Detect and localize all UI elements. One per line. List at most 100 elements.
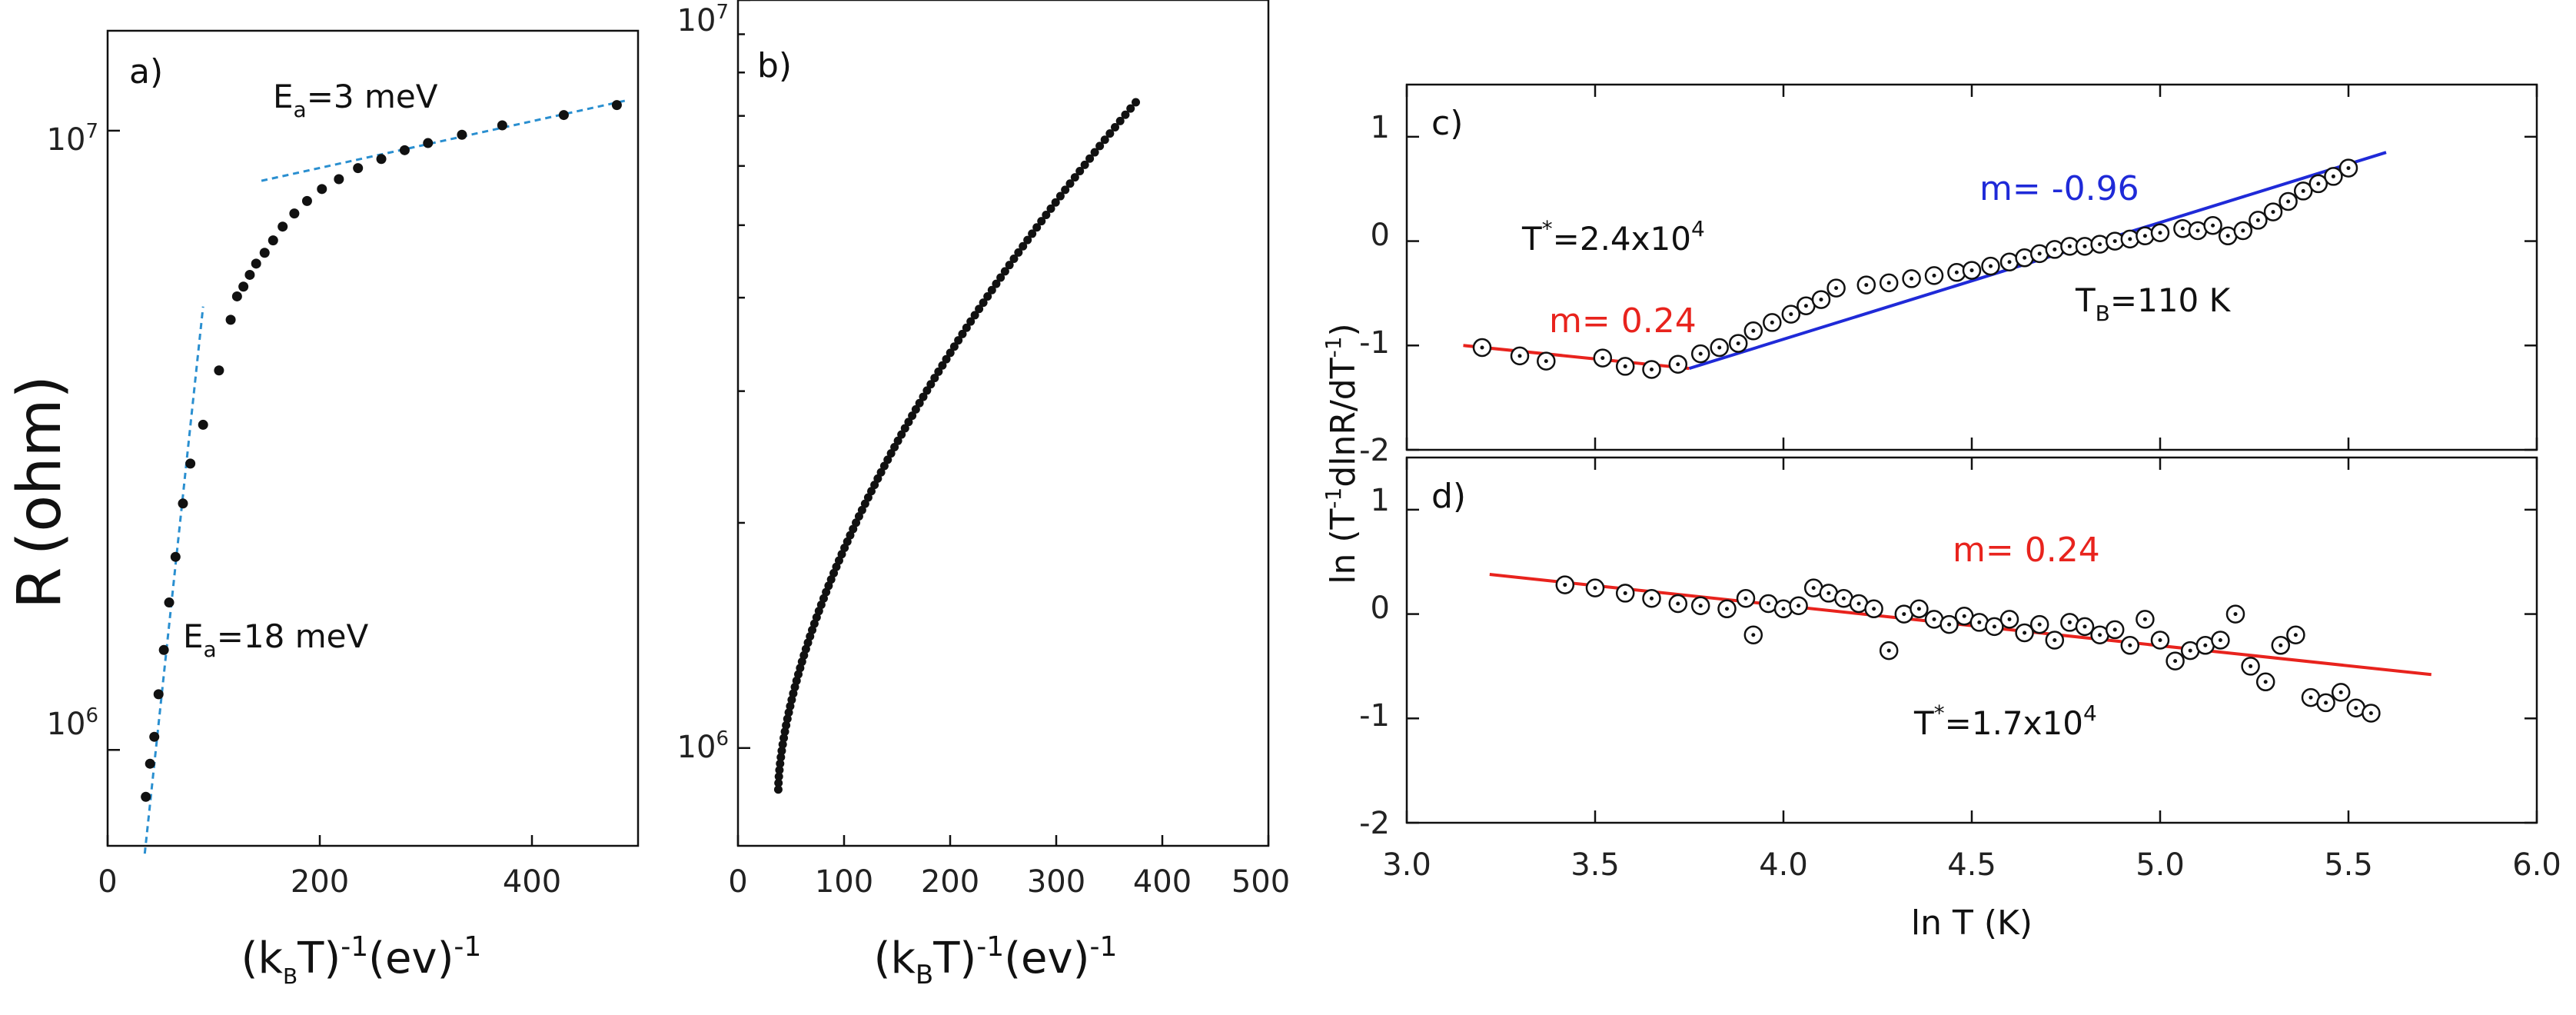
panel-b-point (930, 374, 939, 383)
panel-d-marks (1405, 458, 2538, 824)
panel-c-point-dot (1834, 286, 1839, 291)
panel-d-annotation-tstar: T*=1.7x104 (1913, 701, 2097, 742)
panel-b-label: b) (757, 46, 792, 85)
panel-a-ylabel: R (ohm) (5, 375, 75, 609)
panel-d-xtick-4-0: 4.0 (1759, 847, 1808, 883)
panel-b-point (873, 474, 882, 483)
panel-d-point-dot (1698, 604, 1703, 608)
panel-b-point (783, 714, 792, 724)
panel-b-point (1014, 248, 1023, 257)
panel-a-point (141, 791, 151, 802)
panel-d-point (1939, 614, 1959, 634)
panel-d-point-dot (2354, 706, 2358, 710)
panel-d-point-dot (2112, 627, 2117, 632)
panel-d-point (1789, 596, 1808, 615)
panel-b-point (1042, 210, 1051, 219)
panel-c-point (1472, 338, 1492, 358)
panel-c-point (1763, 313, 1782, 332)
panel-d-point-dot (2338, 690, 2343, 694)
panel-b-xtick-400: 400 (1133, 864, 1192, 900)
panel-c-point (2249, 211, 2268, 230)
panel-d-point-dot (2249, 664, 2253, 668)
panel-b-point (1115, 116, 1125, 125)
panel-a-point (301, 195, 312, 206)
panel-c-marks (1405, 85, 2538, 451)
panel-d-point (2211, 631, 2230, 650)
panel-c-point (1615, 357, 1635, 376)
panel-d-point-dot (2082, 624, 2087, 629)
panel-b-point (908, 411, 917, 421)
panel-b-point (915, 398, 924, 408)
panel-a-point (178, 498, 188, 509)
panel-c-point-dot (1717, 345, 1722, 350)
panel-d-point-dot (1826, 591, 1831, 595)
panel-b-point (949, 342, 959, 351)
panel-b-point (1132, 98, 1140, 107)
panel-a-annotation-ea-3: Ea=3 meV (273, 78, 438, 122)
panel-b-point (1075, 166, 1085, 175)
panel-c-point-dot (1623, 364, 1627, 368)
panel-c-point (1879, 273, 1899, 293)
panel-b-point (775, 765, 784, 774)
panel-d-frame (1405, 456, 2538, 824)
panel-c-point (2203, 215, 2222, 235)
panel-b-point (863, 493, 873, 502)
panel-d-point (2150, 631, 2170, 650)
panel-d-point (1834, 588, 1853, 608)
panel-d-point (2331, 683, 2351, 702)
panel-d-xtick-5-5: 5.5 (2324, 847, 2373, 883)
panel-b-point (829, 568, 839, 577)
panel-c-point (2090, 235, 2109, 254)
panel-c-point-dot (2082, 244, 2087, 248)
panel-b-point (832, 562, 841, 571)
panel-d-point-dot (2098, 633, 2102, 637)
panel-d-xtick-5-0: 5.0 (2136, 847, 2185, 883)
panel-d-ytick-m2: -2 (1359, 806, 1390, 841)
panel-c-point (2308, 174, 2328, 194)
panel-a-annotation-ea-18: Ea=18 meV (183, 617, 368, 662)
panel-b-point (876, 468, 886, 477)
panel-b-point (784, 708, 793, 717)
panel-a-point (170, 551, 181, 562)
panel-c-point-dot (1886, 281, 1891, 285)
panel-a-point (423, 138, 434, 148)
panel-d-ytick-m1: -1 (1359, 698, 1390, 734)
panel-b-point (962, 323, 971, 332)
panel-c-point-dot (2098, 242, 2102, 247)
panel-c-point-dot (1932, 273, 1936, 278)
panel-d-point (1690, 596, 1710, 615)
panel-d-point (2015, 623, 2034, 643)
panel-c-point-dot (2331, 174, 2335, 178)
panel-b-marks (736, 0, 1270, 846)
panel-a-point (244, 269, 255, 280)
panel-b-point (954, 336, 963, 345)
panel-a-point (238, 281, 249, 292)
panel-d-point-dot (2279, 643, 2283, 647)
panel-a-fit-line-0 (143, 306, 204, 854)
panel-c-point-dot (2211, 223, 2215, 228)
panel-a: a) R (ohm) 107 106 0 200 400 (kBT)-1(ev)… (5, 29, 640, 989)
panel-a-point (334, 174, 344, 185)
panel-cd-ylabel: ln (T-1dlnR/dT-1) (1321, 323, 1363, 584)
panel-b-point (846, 531, 855, 540)
panel-d-point-dot (1811, 586, 1816, 591)
panel-d-point-dot (1841, 596, 1846, 601)
panel-b-point (790, 683, 799, 692)
panel-c-point (1510, 346, 1530, 366)
panel-d-point (2362, 704, 2381, 723)
panel-c-ytick-m1: -1 (1359, 325, 1390, 361)
panel-d-point (2029, 614, 2049, 634)
panel-b-point (897, 430, 906, 439)
panel-b-point (922, 386, 932, 395)
panel-c-annotation-tb: TB=110 K (2075, 281, 2232, 326)
panel-c-point-dot (1676, 362, 1680, 367)
panel-c-ytick-m2: -2 (1359, 433, 1390, 468)
panel-d-point (1773, 599, 1793, 619)
panel-d-point (2241, 657, 2260, 676)
panel-c-point-dot (1480, 345, 1484, 350)
panel-c-point-dot (2301, 188, 2305, 193)
panel-c-ytick-1: 1 (1371, 110, 1390, 145)
panel-b-point (911, 404, 920, 414)
panel-b-point (1105, 129, 1115, 138)
panel-b-point (879, 461, 889, 471)
